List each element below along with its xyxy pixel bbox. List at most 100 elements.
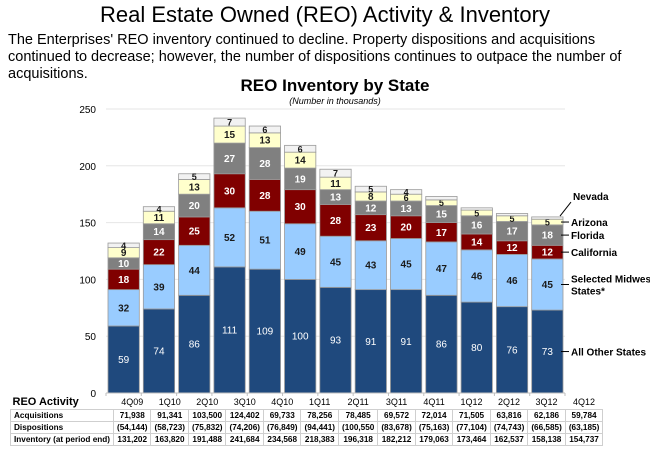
bar-segment [248,125,281,134]
bar-segment [495,213,529,217]
data-label: 100 [292,332,309,343]
bar-stack: 80 46 14 16 5 [460,207,493,394]
table-cell: 162,537 [489,433,529,446]
x-tick-label: 2Q11 [347,397,369,407]
table-cell: 196,318 [337,433,379,446]
data-label: 52 [224,233,236,244]
data-label: 5 [510,214,515,224]
bar-segment [178,294,211,394]
y-tick-label: 200 [79,162,96,173]
table-cell: (74,743) [489,421,529,434]
data-label: 12 [542,248,554,259]
table-cell: 173,464 [452,433,491,446]
bars: 5932181094743922141148644252013511152302… [107,117,564,394]
bar-segment [354,185,387,193]
x-axis [105,392,566,396]
bar-segment [107,325,140,394]
data-label: 20 [189,201,201,212]
data-label: 6 [404,193,409,203]
data-label: 45 [542,280,554,291]
bar-segment [425,196,458,201]
data-label: 39 [153,282,165,293]
y-axis-ticks: 0 50 100 150 200 250 [79,105,96,400]
bar-stack: 93 45 28 13 117 [319,169,352,394]
table-cell: 191,488 [187,433,227,446]
data-label: 80 [471,343,483,354]
data-label: 5 [368,185,373,195]
table-cell: 124,402 [225,409,264,422]
x-tick-label: 2Q12 [498,397,521,407]
legend-line: States* [571,287,605,298]
data-label: 16 [471,220,483,231]
data-label: 28 [259,191,271,202]
table-cell: (63,185) [564,421,604,434]
data-label: 11 [330,179,341,190]
x-tick-label: 3Q10 [233,397,256,407]
x-tick-label: 4Q12 [573,397,596,407]
data-label: 44 [189,266,201,277]
data-label: 76 [506,345,518,356]
bar-segment [248,147,281,180]
bar-segment [213,117,246,127]
bar-stack: 76 46 12 17 5 [495,213,529,394]
bar-segment [460,207,493,211]
data-label: 43 [365,261,377,272]
data-label: 86 [189,340,201,351]
table-cell: 91,341 [150,409,189,422]
data-label: 4 [121,241,126,251]
data-label: 86 [436,340,448,351]
table-cell: 72,014 [414,409,454,422]
bar-segment [354,214,387,242]
bar-segment [390,289,423,394]
table-cell: 179,063 [414,433,454,446]
table-cell: 59,784 [564,409,604,422]
table-cell: 71,938 [112,409,152,422]
legend-label-arizona: Arizona [571,218,608,229]
data-label: 9 [121,248,127,259]
bar-segment [178,244,211,296]
table-cell: (74,206) [225,421,264,434]
bar-segment [284,223,317,280]
bar-segment [531,258,564,311]
x-tick-label: 2Q10 [196,397,219,407]
x-tick-label: 3Q11 [385,397,408,407]
bar-segment [142,206,176,212]
data-label: 49 [295,247,307,258]
bar-segment [390,189,423,195]
data-label: 5 [192,172,197,182]
intro-paragraph: The Enterprises' REO inventory continued… [8,32,622,82]
y-tick-label: 250 [79,105,96,116]
legend-label-nevada: Nevada [573,192,609,203]
bar-segment [107,242,140,248]
data-label: 45 [401,260,413,271]
data-label: 47 [436,264,448,275]
chart-subtitle: (Number in thousands) [289,96,381,106]
table-cell: 241,684 [225,433,264,446]
table-header-row: REO Activity 4Q09 1Q10 2Q10 3Q10 4Q10 1Q11 2Q11… [11,396,603,410]
bar-segment [213,266,246,394]
bar-segment [495,254,529,308]
bar-segment [531,216,564,220]
bar-segment [284,189,317,225]
bar-segment [178,173,211,180]
bar-segment [213,173,246,209]
y-tick-label: 0 [90,389,96,400]
data-label: 14 [295,156,307,167]
bar-segment [390,238,423,291]
x-tick-label: 4Q11 [423,397,445,407]
data-label: 111 [222,325,238,336]
bar-segment [319,235,352,288]
data-label: 7 [227,118,232,128]
table-cell: (76,849) [262,421,302,434]
table-cell: 158,138 [527,433,566,446]
table-cell: 103,500 [187,409,227,422]
data-label: 23 [365,223,377,234]
bar-segment [213,207,246,268]
data-label: 18 [542,231,554,242]
bar-segment [107,289,140,327]
data-label: 11 [154,213,165,224]
data-label: 18 [118,275,130,286]
